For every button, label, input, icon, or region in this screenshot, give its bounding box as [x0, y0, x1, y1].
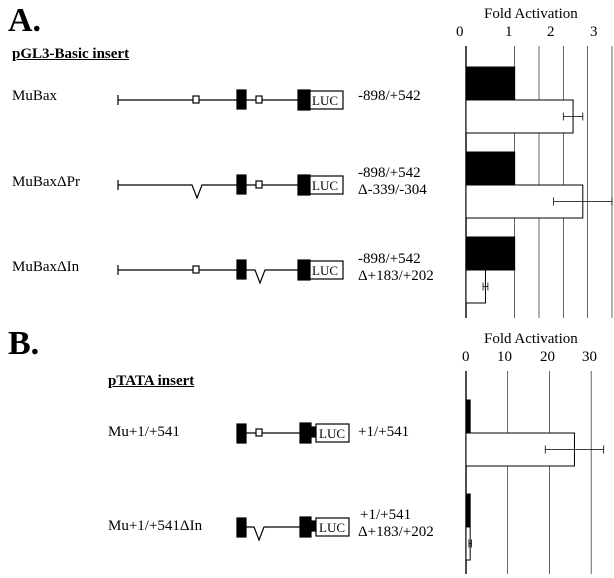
chart-a-tick: 1: [505, 24, 513, 40]
chart-b: [465, 371, 605, 574]
chart-a-tick: 3: [590, 24, 598, 40]
chart-b-tick: 0: [462, 349, 470, 365]
panel-a-letter: A.: [8, 2, 42, 39]
luc-label: LUC: [312, 263, 338, 278]
chart-a-title: Fold Activation: [484, 6, 578, 22]
bar-control: [465, 399, 471, 434]
construct-name: Mu+1/+541ΔIn: [108, 518, 203, 534]
luc-label: LUC: [319, 520, 345, 535]
construct-map-mubax-din: [117, 259, 344, 285]
chart-a-tick: 2: [547, 24, 555, 40]
chart-a-tick: 0: [456, 24, 464, 40]
bar-control: [465, 151, 516, 186]
chart-b-tick: 20: [540, 349, 555, 365]
panel-b-insert-label: pTATA insert: [108, 373, 195, 389]
panel-a-insert-label: pGL3-Basic insert: [12, 46, 130, 62]
chart-b-tick: 30: [582, 349, 597, 365]
bar-control: [465, 236, 516, 271]
luc-label: LUC: [319, 426, 345, 441]
luc-label: LUC: [312, 93, 338, 108]
panel-b-letter: B.: [8, 325, 40, 362]
construct-map-mu-1-541-din: [236, 516, 350, 542]
construct-name: MuBaxΔPr: [12, 174, 80, 190]
construct-name: MuBax: [12, 88, 57, 104]
construct-range: -898/+542: [358, 88, 421, 104]
construct-range: +1/+541: [358, 424, 410, 440]
luc-label: LUC: [312, 178, 338, 193]
construct-map-mubax-dpr: [117, 174, 344, 200]
bar-sample: [465, 99, 574, 134]
construct-range: Δ+183/+202: [358, 268, 434, 284]
construct-range: -898/+542: [358, 165, 421, 181]
bar-control: [465, 66, 516, 101]
construct-range: Δ-339/-304: [358, 182, 427, 198]
construct-map-mubax: [117, 89, 344, 111]
construct-range: +1/+541: [360, 507, 412, 523]
construct-name: MuBaxΔIn: [12, 259, 80, 275]
construct-range: Δ+183/+202: [358, 524, 434, 540]
chart-a: [465, 46, 613, 318]
chart-b-tick: 10: [497, 349, 512, 365]
chart-b-title: Fold Activation: [484, 331, 578, 347]
bar-sample: [465, 269, 486, 304]
bar-control: [465, 493, 471, 528]
construct-map-mu-1-541: [236, 422, 350, 444]
construct-range: -898/+542: [358, 251, 421, 267]
construct-name: Mu+1/+541: [108, 424, 180, 440]
